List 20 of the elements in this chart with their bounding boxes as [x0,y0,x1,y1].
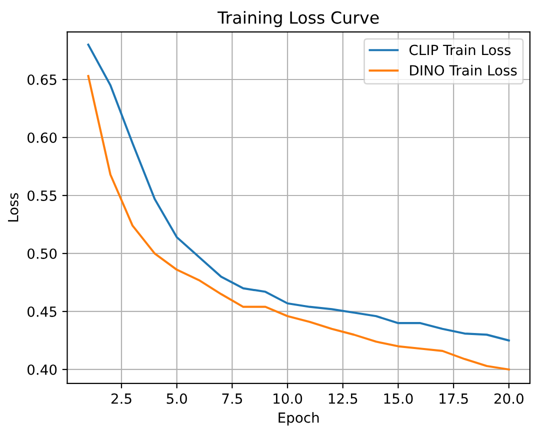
y-tick-label: 0.50 [28,248,57,259]
x-axis-title: Epoch [278,412,319,426]
y-tick-label: 0.55 [28,190,56,201]
x-tick-label: 7.5 [222,394,242,404]
line-series [87,74,510,371]
y-tick-label: 0.65 [28,74,56,85]
y-axis-title: Loss [8,193,18,222]
x-tick-label: 5.0 [166,393,187,404]
x-tick-label: 17.5 [440,394,468,404]
x-tick-label: 12.5 [328,393,358,404]
legend-label: CLIP Train Loss [409,44,511,56]
x-tick-label: 15.0 [384,393,413,404]
x-tick-label: 10.0 [274,393,302,404]
y-tick-label: 0.60 [28,132,57,143]
chart-title: Training Loss Curve [218,10,379,28]
legend-label: DINO Train Loss [410,64,517,76]
x-tick-label: 20.0 [494,393,524,404]
x-tick-label: 2.5 [111,393,132,404]
y-tick-label: 0.45 [28,306,56,317]
y-tick-label: 0.40 [28,364,57,375]
